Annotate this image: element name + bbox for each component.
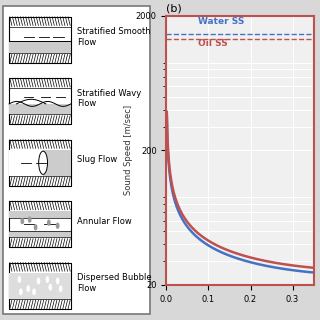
Text: Water SS: Water SS <box>198 17 244 26</box>
Bar <box>9 17 71 27</box>
Circle shape <box>21 219 23 224</box>
Bar <box>9 263 71 309</box>
Text: Stratified Smooth
Flow: Stratified Smooth Flow <box>77 28 150 47</box>
Bar <box>9 140 71 186</box>
Circle shape <box>33 289 36 295</box>
Circle shape <box>27 286 30 292</box>
Circle shape <box>20 289 22 295</box>
Text: Annular Flow: Annular Flow <box>77 217 132 226</box>
Bar <box>9 231 71 237</box>
Bar <box>9 273 71 299</box>
Text: Dispersed Bubble
Flow: Dispersed Bubble Flow <box>77 273 151 292</box>
Bar <box>9 176 71 186</box>
Bar <box>9 114 71 124</box>
Circle shape <box>49 284 52 290</box>
Bar <box>9 78 71 88</box>
Bar <box>9 78 71 124</box>
Bar <box>9 201 71 211</box>
Bar <box>9 41 71 53</box>
Circle shape <box>48 220 50 225</box>
Circle shape <box>18 276 21 283</box>
Bar <box>9 211 71 218</box>
Circle shape <box>59 286 62 292</box>
Circle shape <box>46 276 49 283</box>
Bar <box>9 237 71 247</box>
Circle shape <box>35 225 37 230</box>
Bar <box>43 150 71 176</box>
Bar <box>9 53 71 63</box>
Circle shape <box>28 217 31 222</box>
Y-axis label: Sound Speed [m/sec]: Sound Speed [m/sec] <box>124 105 133 196</box>
Bar <box>9 201 71 247</box>
Bar <box>9 104 71 114</box>
Ellipse shape <box>39 151 47 174</box>
Circle shape <box>56 278 59 284</box>
Bar <box>9 17 71 63</box>
Text: (b): (b) <box>166 4 182 14</box>
Bar <box>9 263 71 273</box>
Text: Slug Flow: Slug Flow <box>77 156 117 164</box>
Text: Oil SS: Oil SS <box>198 39 228 48</box>
Bar <box>9 140 71 150</box>
Bar <box>9 299 71 309</box>
Circle shape <box>57 223 59 228</box>
FancyBboxPatch shape <box>3 6 150 314</box>
Text: Stratified Wavy
Flow: Stratified Wavy Flow <box>77 89 141 108</box>
Bar <box>9 150 43 176</box>
Circle shape <box>37 278 40 284</box>
